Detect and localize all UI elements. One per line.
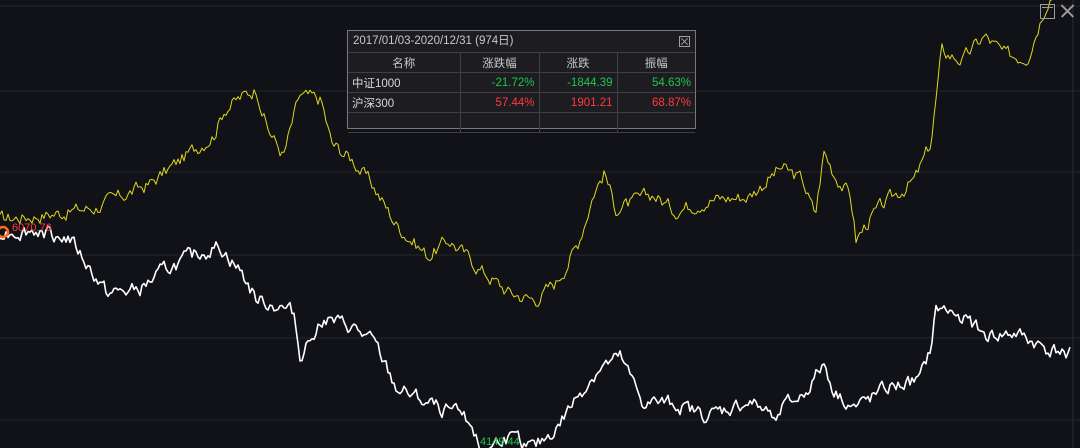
table-row[interactable]: 中证1000 -21.72% -1844.39 54.63% — [348, 72, 695, 93]
column-header: 名称 — [348, 53, 461, 73]
stats-table: 名称 涨跌幅 涨跌 振幅 中证1000 -21.72% -1844.39 54.… — [348, 53, 695, 133]
index-name: 沪深300 — [348, 92, 461, 113]
index-name: 中证1000 — [348, 72, 461, 93]
column-header: 振幅 — [616, 53, 695, 73]
series-line-csi1000 — [0, 225, 1071, 448]
close-panel-icon[interactable] — [679, 36, 690, 47]
stats-panel-header: 2017/01/03-2020/12/31 (974日) — [348, 31, 695, 53]
stats-header-row: 名称 涨跌幅 涨跌 振幅 — [348, 53, 695, 73]
pct-change-cell: 57.44% — [459, 92, 540, 113]
start-value-label: 6070.76 — [12, 222, 52, 234]
amplitude-cell: 54.63% — [616, 72, 695, 93]
column-header: 涨跌 — [538, 53, 618, 73]
change-cell: 1901.21 — [538, 92, 618, 113]
stats-panel-title: 2017/01/03-2020/12/31 (974日) — [353, 35, 514, 47]
start-marker — [0, 225, 10, 239]
close-icon[interactable] — [1060, 4, 1075, 19]
table-row[interactable]: 沪深300 57.44% 1901.21 68.87% — [348, 92, 695, 113]
amplitude-cell: 68.87% — [616, 92, 695, 113]
min-value-label: 4149.44 — [480, 436, 520, 448]
restore-icon[interactable] — [1040, 4, 1055, 19]
change-cell: -1844.39 — [538, 72, 618, 93]
pct-change-cell: -21.72% — [459, 72, 540, 93]
table-row-empty — [348, 112, 695, 133]
series-line-hs300 — [0, 0, 1053, 307]
column-header: 涨跌幅 — [459, 53, 540, 73]
stats-panel: 2017/01/03-2020/12/31 (974日) 名称 涨跌幅 涨跌 振… — [347, 30, 696, 133]
